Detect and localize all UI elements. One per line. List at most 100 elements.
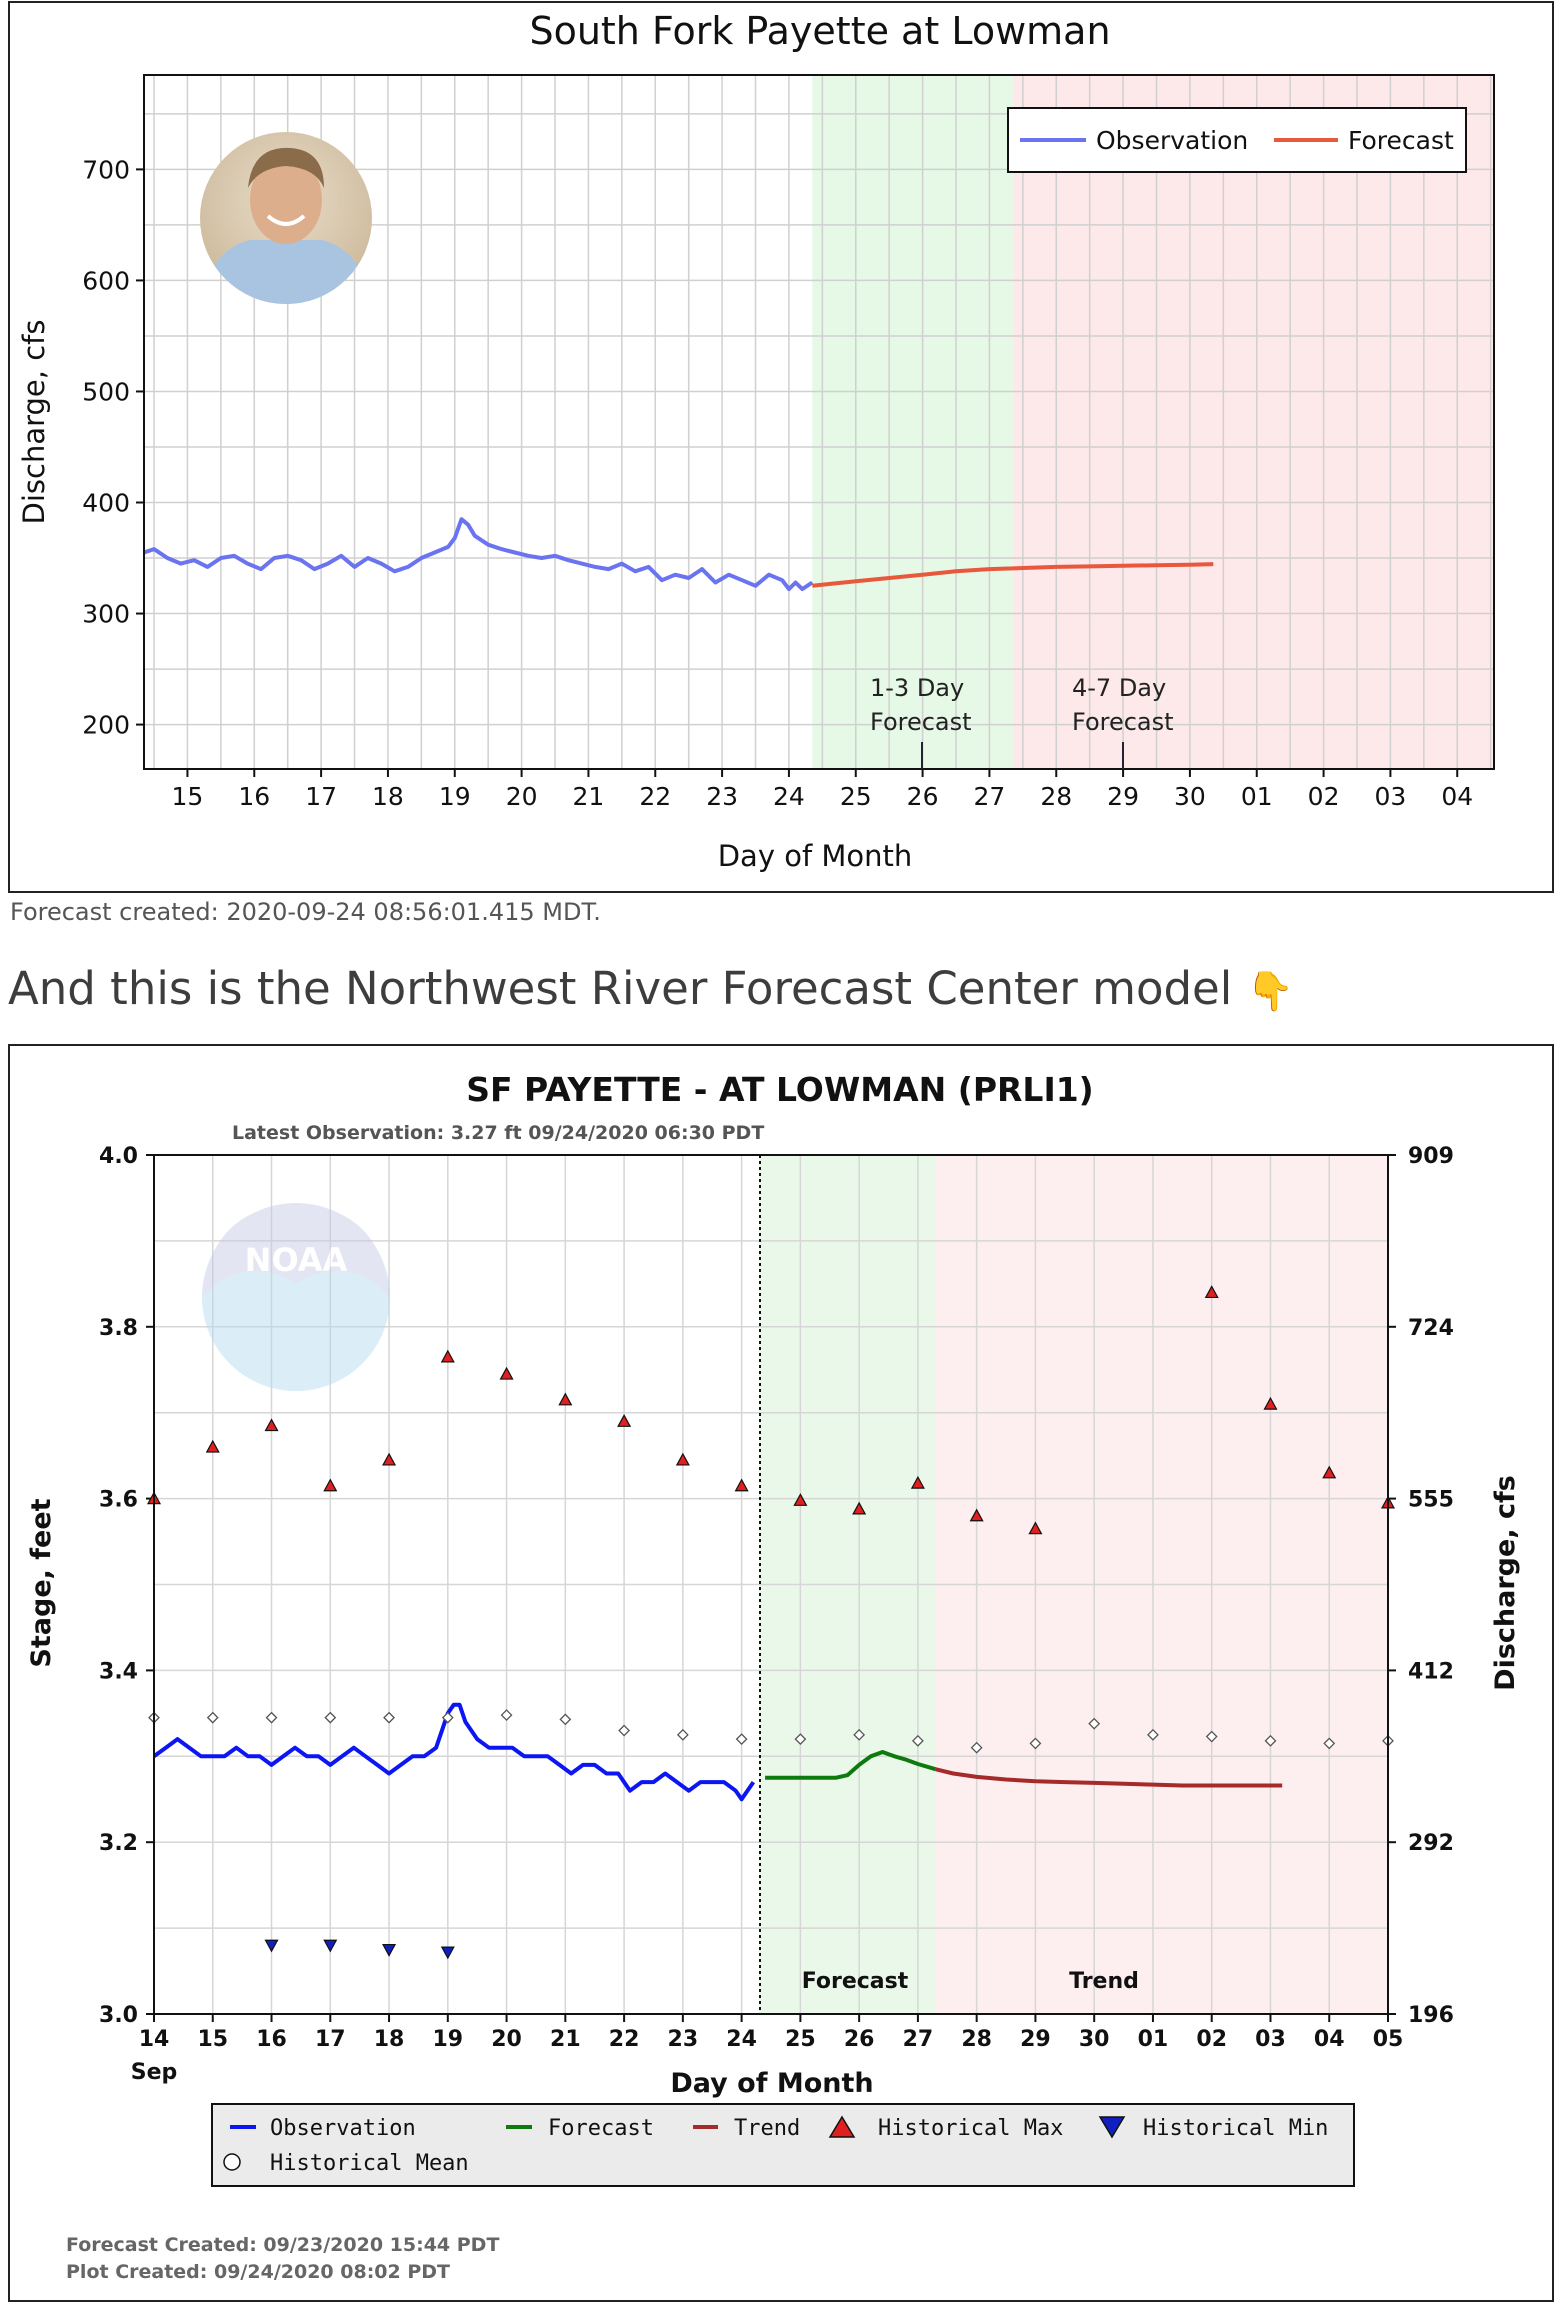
chart2-ytick-right-label: 412: [1408, 1659, 1454, 1684]
chart2-ytick-label: 4.0: [99, 1144, 138, 1169]
chart1-xtick-label: 24: [773, 782, 805, 811]
chart1-title: South Fork Payette at Lowman: [529, 9, 1110, 53]
historical-max-point: [910, 1475, 925, 1489]
historical-mean-point: [1147, 1728, 1159, 1741]
chart1-xtick-label: 03: [1375, 782, 1407, 811]
chart2-xtick-label: 25: [785, 2027, 816, 2052]
chart2-ytick-label: 3.6: [99, 1488, 138, 1513]
chart2-series-forecast: [765, 1750, 937, 1780]
historical-mean-icon: [223, 2153, 241, 2171]
legend2-observation: Observation: [270, 2116, 416, 2141]
chart-south-fork-payette: 15 16 17 18 19 20 21 22 23 24 25 26 27 28 29 30 01 02 03 04…: [8, 1, 1554, 893]
chart-nwrfc-prli1: NOAA 14 15 16 17 18 19 20 21 22 23 24 25 26 27 28 29 30 0…: [8, 1044, 1554, 2302]
historical-mean-point: [265, 1711, 278, 1724]
footer-plot-created: Plot Created: 09/24/2020 08:02 PDT: [66, 2261, 450, 2283]
chart2-ytick-label: 3.2: [99, 1831, 138, 1856]
historical-mean-point: [735, 1733, 748, 1746]
legend2-historical-min: Historical Min: [1143, 2116, 1328, 2141]
chart2-xtick-label: 20: [491, 2027, 522, 2052]
historical-max-point: [617, 1414, 632, 1427]
historical-mean-point: [500, 1709, 513, 1721]
historical-mean-point: [1029, 1737, 1042, 1750]
historical-max-point: [1322, 1465, 1337, 1479]
chart1-ytick-label: 700: [82, 155, 130, 184]
chart2-xtick-label: 14: [139, 2027, 170, 2052]
historical-mean-point: [324, 1711, 337, 1724]
historical-mean-point: [559, 1713, 572, 1726]
region-label-1-3-day: 1-3 Day: [870, 674, 964, 702]
forecast-created-caption: Forecast created: 2020-09-24 08:56:01.41…: [10, 898, 601, 926]
historical-mean-point: [1323, 1737, 1336, 1750]
historical-max-point: [734, 1478, 749, 1492]
historical-mean-point: [970, 1741, 983, 1754]
historical-max-point: [558, 1392, 573, 1406]
historical-max-point: [382, 1452, 397, 1466]
chart2-xtick-label: 22: [609, 2027, 640, 2052]
chart1-xtick-label: 17: [305, 782, 337, 811]
chart2-xtick-label: 29: [1020, 2027, 1051, 2052]
chart2-xtick-label: 03: [1255, 2027, 1286, 2052]
chart2-xtick-label: 15: [197, 2027, 228, 2052]
chart2-xtick-label: 26: [844, 2027, 875, 2052]
chart1-xlabel: Day of Month: [718, 839, 913, 873]
chart1-xtick-label: 22: [639, 782, 671, 811]
legend-observation: Observation: [1096, 126, 1248, 155]
chart2-ytick-right-label: 196: [1408, 2003, 1454, 2028]
region-label-trend: Trend: [1069, 1969, 1139, 1994]
historical-min-point: [323, 1939, 338, 1953]
chart1-xtick-label: 15: [172, 782, 204, 811]
historical-mean-point: [1205, 1730, 1218, 1743]
legend-forecast: Forecast: [1348, 126, 1454, 155]
chart2-legend: Observation Forecast Trend Historical Ma…: [211, 2103, 1355, 2187]
footer-forecast-created: Forecast Created: 09/23/2020 15:44 PDT: [66, 2234, 499, 2256]
chart1-xtick-label: 19: [439, 782, 471, 811]
chart2-ytick-right-label: 555: [1408, 1488, 1454, 1513]
historical-mean-point: [441, 1711, 454, 1724]
chart2-ytick-right-label: 292: [1408, 1831, 1454, 1856]
noaa-logo: NOAA: [202, 1203, 390, 1391]
chart2-xtick-label: 27: [903, 2027, 934, 2052]
historical-mean-point: [853, 1728, 866, 1741]
chart1-legend: Observation Forecast: [1007, 107, 1467, 173]
chart2-series-observation: [152, 1702, 756, 1802]
chart2-xtick-label: 04: [1314, 2027, 1345, 2052]
avatar: [200, 132, 372, 304]
chart2-series-trend: [935, 1767, 1283, 1788]
chart2-ylabel-right: Discharge, cfs: [1490, 1475, 1521, 1691]
chart2-xtick-label: 02: [1196, 2027, 1227, 2052]
chart2-xtick-label: 17: [315, 2027, 346, 2052]
chart2-ytick-right-label: 909: [1408, 1144, 1454, 1169]
historical-mean-point: [794, 1733, 807, 1746]
historical-max-point: [852, 1501, 867, 1515]
section-heading-text: And this is the Northwest River Forecast…: [8, 962, 1233, 1015]
historical-mean-point: [1264, 1734, 1277, 1747]
legend2-forecast: Forecast: [548, 2116, 654, 2141]
historical-min-point: [382, 1943, 397, 1957]
chart1-xtick-label: 18: [372, 782, 404, 811]
chart1-xtick-label: 26: [907, 782, 939, 811]
historical-max-icon: [828, 2115, 856, 2138]
legend2-trend: Trend: [734, 2116, 800, 2141]
region-label-forecast: Forecast: [802, 1969, 909, 1994]
historical-mean-point: [383, 1711, 395, 1724]
historical-mean-point: [206, 1711, 219, 1724]
chart2-ytick-label: 3.4: [99, 1659, 138, 1684]
section-heading: And this is the Northwest River Forecast…: [8, 962, 1294, 1015]
chart2-xlabel: Day of Month: [670, 2068, 873, 2099]
historical-min-point: [440, 1946, 455, 1960]
chart1-ytick-label: 400: [82, 489, 130, 518]
historical-mean-point: [618, 1724, 631, 1737]
shaded-region-0: [812, 75, 1013, 769]
chart1-xtick-label: 23: [706, 782, 738, 811]
shaded-region-1: [1012, 75, 1494, 769]
region-label-4-7-day: 4-7 Day: [1072, 674, 1166, 702]
chart1-xtick-label: 25: [840, 782, 872, 811]
historical-max-point: [1263, 1396, 1278, 1410]
chart1-xtick-label: 20: [506, 782, 538, 811]
chart2-ytick-right-label: 724: [1408, 1316, 1454, 1341]
historical-min-point: [264, 1939, 279, 1953]
chart2-xtick-label: 23: [668, 2027, 699, 2052]
chart2-title: SF PAYETTE - AT LOWMAN (PRLI1): [466, 1070, 1094, 1109]
chart1-ylabel: Discharge, cfs: [17, 320, 51, 525]
chart2-ylabel: Stage, feet: [26, 1498, 57, 1667]
